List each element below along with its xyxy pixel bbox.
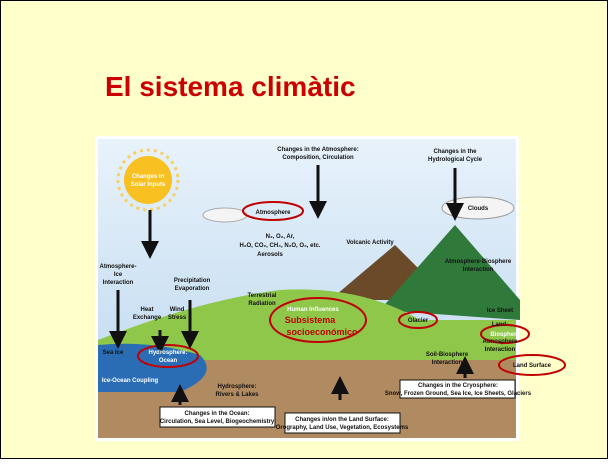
label: Snow, Frozen Ground, Sea Ice, Ice Sheets… [385,391,532,397]
label: Radiation [248,301,276,307]
label: Ice-Ocean Coupling [102,378,159,384]
label: Rivers & Lakes [215,392,259,398]
label: Precipitation [174,278,211,284]
label: Subsistema [285,315,337,325]
label: Composition, Circulation [282,155,354,161]
label: N₂, O₂, Ar, [266,234,295,240]
label: Terrestrial [248,293,277,299]
label: Sea Ice [103,350,124,356]
label: Aerosols [257,252,283,258]
label: Evaporation [175,286,210,292]
label: H₂O, CO₂, CH₄, N₂O, O₃, etc. [240,243,321,249]
label: Soil-Biosphere [426,352,469,358]
label: Ice [114,272,123,278]
slide-title: El sistema climàtic [105,71,356,102]
sun [124,156,172,204]
label: Human Influences [287,307,339,313]
label: socioeconómico [286,327,358,337]
label: Heat [140,307,153,313]
label: Glacier [408,318,429,324]
label: Land Surface [513,363,552,369]
page: El sistema climàtic Changes in the Atmos… [0,0,608,459]
label: Atmosphere- [99,264,136,270]
label: Changes in the Cryosphere: [418,383,498,389]
label: Atmosphere [482,339,518,345]
label: Interaction [103,280,134,286]
label: Changes in [132,174,165,180]
label: Atmosphere-Biosphere [445,259,512,265]
label: Changes in the Atmosphere: [277,147,358,153]
label: Volcanic Activity [346,240,394,246]
label: Hydrosphere: [148,350,187,356]
label: Stress [168,315,187,321]
label: Changes in the [433,149,477,155]
label: Circulation, Sea Level, Biogeochemistry [160,419,275,425]
label: Ice Sheet [487,308,513,314]
label: Changes in the Ocean: [184,411,249,417]
label: Changes in/on the Land Surface: [295,417,389,423]
label: Biosphere [490,332,520,338]
label: Exchange [133,315,162,321]
label: Ocean [159,358,178,364]
label: Orography, Land Use, Vegetation, Ecosyst… [276,425,409,431]
label: Atmosphere [255,210,291,216]
label: Solar Inputs [131,182,166,188]
label: Wind [170,307,185,313]
label: Land- [492,322,508,328]
slide: El sistema climàtic Changes in the Atmos… [0,0,608,459]
label: Interaction [463,267,494,273]
cloud [203,208,247,222]
label: Interaction [432,360,463,366]
label: Hydrological Cycle [428,157,483,163]
label: Clouds [468,206,489,212]
label: Hydrosphere: [217,384,256,390]
label: Interaction [485,347,516,353]
